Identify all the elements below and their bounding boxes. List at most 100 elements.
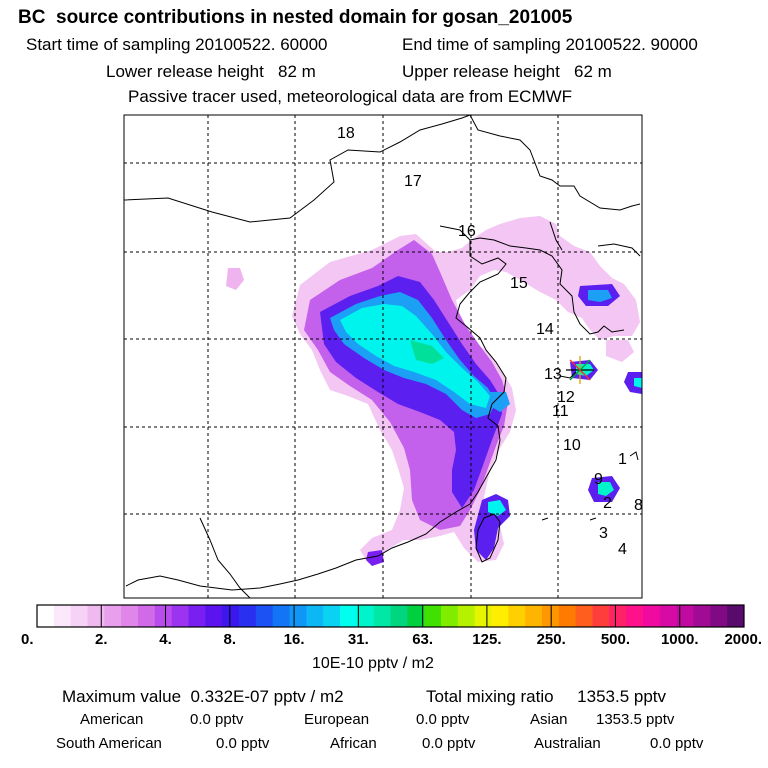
plume-east-core	[634, 378, 642, 388]
colorbar-cell	[491, 605, 509, 627]
trajectory-label: 17	[404, 173, 422, 190]
asian-value: 1353.5 pptv	[596, 711, 675, 728]
max-value-label: Maximum value 0.332E-07 pptv / m2	[62, 687, 344, 706]
lower-height-label: Lower release height 82 m	[106, 62, 316, 81]
trajectory-label: 11	[552, 403, 569, 420]
european-value: 0.0 pptv	[416, 711, 470, 728]
page-title: BC source contributions in nested domain…	[18, 7, 573, 28]
american-label: American	[80, 711, 144, 728]
colorbar-cell	[104, 605, 122, 627]
colorbar: 0. 2. 4. 8. 16. 31. 63. 125. 250. 500. 1…	[21, 604, 762, 648]
colorbar-cell	[542, 605, 560, 627]
concentration-field	[226, 216, 642, 566]
colorbar-cell	[474, 605, 492, 627]
colorbar-cell	[592, 605, 610, 627]
start-time-label: Start time of sampling 20100522. 60000	[26, 35, 328, 54]
colorbar-cell	[188, 605, 206, 627]
colorbar-cell	[609, 605, 627, 627]
colorbar-cell	[239, 605, 257, 627]
colorbar-tick-label: 63.	[412, 631, 433, 648]
colorbar-cell	[441, 605, 459, 627]
colorbar-tick-lines	[100, 605, 681, 627]
trajectory-label: 9	[594, 471, 603, 488]
coastlines	[124, 115, 641, 598]
colorbar-tick-label: 31.	[348, 631, 369, 648]
colorbar-cell	[390, 605, 408, 627]
colorbar-tick-label: 125.	[472, 631, 501, 648]
plume-sea-spot	[490, 392, 510, 412]
colorbar-cell	[154, 605, 173, 627]
colorbar-cell	[323, 605, 341, 627]
colorbar-cell	[659, 605, 678, 627]
trajectory-label: 2	[603, 495, 612, 512]
trajectory-label: 16	[458, 223, 476, 240]
colorbar-tick-label: 0.	[21, 631, 34, 648]
plume-southwest-spot	[366, 550, 384, 566]
colorbar-cell	[255, 605, 274, 627]
colorbar-cell	[306, 605, 324, 627]
colorbar-tick-label: 500.	[601, 631, 630, 648]
total-mixing-label: Total mixing ratio 1353.5 pptv	[426, 687, 667, 706]
trajectory-label: 8	[634, 497, 643, 514]
colorbar-cell	[138, 605, 156, 627]
plume-green	[410, 340, 444, 364]
colorbar-tick-label: 2.	[95, 631, 108, 648]
australian-label: Australian	[534, 735, 601, 752]
colorbar-frame	[36, 604, 745, 628]
colorbar-cell	[676, 605, 694, 627]
colorbar-tick-label: 2000.	[724, 631, 762, 648]
plume-east	[624, 372, 642, 394]
colorbar-cell	[424, 605, 442, 627]
colorbar-cell	[407, 605, 425, 627]
plume-okinawa-core	[598, 482, 614, 496]
trajectory-label: 15	[510, 275, 528, 292]
colorbar-cell	[525, 605, 543, 627]
trajectory-label: 1	[618, 451, 627, 468]
plume-light-2	[226, 268, 244, 290]
trajectory-label: 18	[337, 125, 355, 142]
colorbar-cell	[205, 605, 223, 627]
colorbar-tick-label: 1000.	[661, 631, 699, 648]
colorbar-cell	[356, 605, 375, 627]
colorbar-cell	[340, 605, 358, 627]
map-frame	[123, 114, 643, 599]
colorbar-cell	[558, 605, 577, 627]
colorbar-tick-label: 16.	[284, 631, 305, 648]
grid-lines	[124, 115, 642, 598]
african-value: 0.0 pptv	[422, 735, 476, 752]
south-american-label: South American	[56, 735, 162, 752]
colorbar-tick-label: 8.	[224, 631, 237, 648]
colorbar-cells	[37, 605, 745, 627]
colorbar-cell	[457, 605, 476, 627]
colorbar-cell	[508, 605, 526, 627]
colorbar-cell	[289, 605, 307, 627]
trajectory-label: 4	[618, 541, 627, 558]
colorbar-cell	[171, 605, 189, 627]
colorbar-cell	[710, 605, 728, 627]
upper-height-label: Upper release height 62 m	[402, 62, 612, 81]
colorbar-tick-label: 4.	[159, 631, 172, 648]
trajectory-label: 14	[536, 321, 554, 338]
asian-label: Asian	[530, 711, 568, 728]
tracer-note: Passive tracer used, meteorological data…	[128, 87, 573, 106]
colorbar-cell	[626, 605, 644, 627]
colorbar-cell	[693, 605, 711, 627]
plume-korea-core	[588, 290, 612, 302]
colorbar-cell	[37, 605, 55, 627]
colorbar-tick-label: 250.	[537, 631, 566, 648]
colorbar-cell	[727, 605, 745, 627]
end-time-label: End time of sampling 20100522. 90000	[402, 35, 698, 54]
colorbar-cell	[70, 605, 88, 627]
australian-value: 0.0 pptv	[650, 735, 704, 752]
colorbar-unit: 10E-10 pptv / m2	[312, 655, 434, 672]
colorbar-cell	[121, 605, 139, 627]
colorbar-cell	[373, 605, 391, 627]
colorbar-cell	[87, 605, 105, 627]
trajectory-label: 10	[563, 437, 581, 454]
european-label: European	[304, 711, 370, 728]
colorbar-cell	[53, 605, 72, 627]
trajectory-label: 13	[544, 366, 562, 383]
african-label: African	[330, 735, 377, 752]
plume-light-3	[606, 340, 634, 362]
